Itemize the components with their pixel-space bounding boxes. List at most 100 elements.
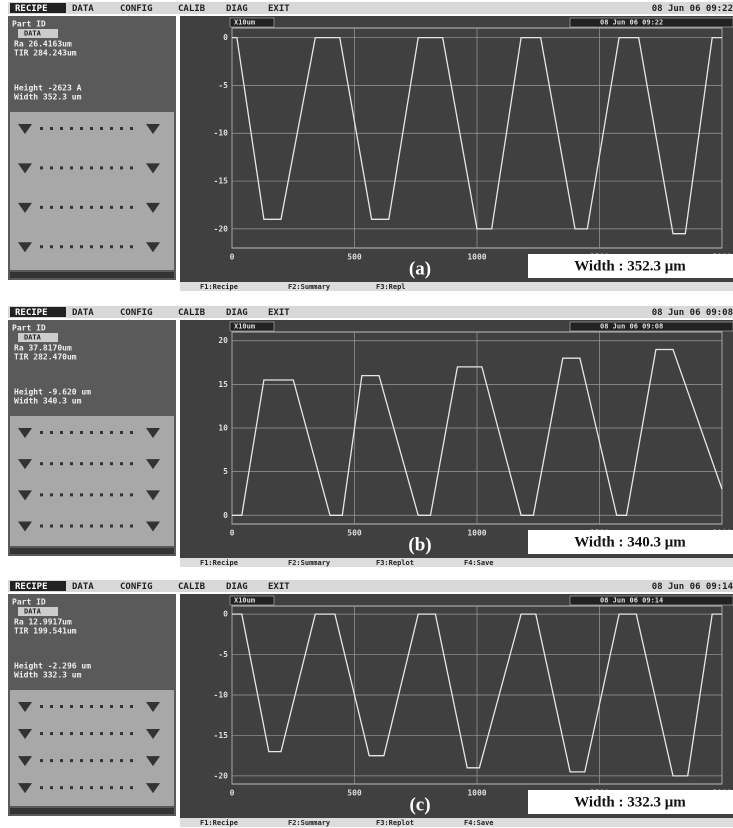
sample-dot <box>110 127 113 130</box>
chart-label: X10um <box>234 597 255 605</box>
function-bar <box>180 818 733 827</box>
sample-dot <box>100 431 103 434</box>
sample-dot <box>60 206 63 209</box>
sample-dot <box>40 127 43 130</box>
sample-dot <box>120 431 123 434</box>
sample-dot <box>50 732 53 735</box>
sample-dot <box>70 705 73 708</box>
y-tick-label: 20 <box>218 336 228 345</box>
sample-dot <box>130 127 133 130</box>
timestamp: 08 Jun 06 09:08 <box>652 308 733 318</box>
sample-dot <box>40 206 43 209</box>
sample-dot <box>70 525 73 528</box>
sample-dot <box>80 493 83 496</box>
reading: Width 340.3 um <box>14 396 82 406</box>
sample-dot <box>90 127 93 130</box>
menu-item: EXIT <box>268 4 290 14</box>
menu-item: CALIB <box>178 582 206 592</box>
sample-dot <box>70 206 73 209</box>
x-tick-label: 1000 <box>467 529 486 538</box>
function-key: F1:Recipe <box>200 559 238 567</box>
sample-dot <box>110 759 113 762</box>
sample-dot <box>90 206 93 209</box>
sample-dot <box>50 462 53 465</box>
sample-dot <box>60 759 63 762</box>
menu-item: CONFIG <box>120 4 153 14</box>
sample-dot <box>50 245 53 248</box>
sample-dot <box>50 759 53 762</box>
width-text: Width : 340.3 μm <box>574 534 686 550</box>
menu-item: RECIPE <box>15 582 48 592</box>
sample-dot <box>100 759 103 762</box>
x-tick-label: 0 <box>230 253 235 262</box>
menu-item: DATA <box>72 582 94 592</box>
y-tick-label: -10 <box>214 129 229 138</box>
menu-item: DIAG <box>226 308 248 318</box>
sample-dot <box>60 786 63 789</box>
timestamp: 08 Jun 06 09:22 <box>652 4 733 14</box>
sample-dot <box>110 493 113 496</box>
chart-timestamp: 08 Jun 06 09:08 <box>600 323 663 331</box>
sample-dot <box>40 759 43 762</box>
sample-dot <box>100 127 103 130</box>
x-tick-label: 0 <box>230 789 235 798</box>
sample-dot <box>130 493 133 496</box>
sample-dot <box>100 732 103 735</box>
sample-dot <box>110 525 113 528</box>
sample-dot <box>100 245 103 248</box>
sample-dot <box>110 431 113 434</box>
sample-dot <box>130 732 133 735</box>
sample-dot <box>110 462 113 465</box>
menu-item: DIAG <box>226 582 248 592</box>
function-bar <box>180 282 733 291</box>
menu-item: RECIPE <box>15 308 48 318</box>
sample-dot <box>110 732 113 735</box>
sample-dot <box>90 245 93 248</box>
sample-dot <box>80 786 83 789</box>
data-button-label: DATA <box>24 334 42 342</box>
data-button-label: DATA <box>24 30 42 38</box>
y-tick-label: 0 <box>223 33 228 42</box>
y-tick-label: 0 <box>223 610 228 619</box>
sample-dot <box>90 462 93 465</box>
y-tick-label: 0 <box>223 511 228 520</box>
sample-dot <box>110 166 113 169</box>
sample-dot <box>90 493 93 496</box>
menu-item: EXIT <box>268 308 290 318</box>
menu-item: EXIT <box>268 582 290 592</box>
sample-dot <box>80 462 83 465</box>
sample-dot <box>100 493 103 496</box>
function-key: F2:Summary <box>288 283 331 291</box>
sample-dot <box>40 462 43 465</box>
function-key: F4:Save <box>464 559 494 567</box>
sample-dot <box>50 166 53 169</box>
x-tick-label: 1000 <box>467 253 486 262</box>
reading: Ra 12.9917um <box>14 618 72 627</box>
sample-dot <box>80 127 83 130</box>
y-tick-label: -15 <box>214 177 229 186</box>
sample-dot <box>80 431 83 434</box>
caption: (b) <box>408 534 431 555</box>
sample-dot <box>50 786 53 789</box>
figure: RECIPE DATA CONFIG CALIB DIAG EXIT 08 Jun 06 0… <box>0 0 733 828</box>
menu-item: RECIPE <box>15 4 48 14</box>
sample-dot <box>80 206 83 209</box>
sample-dot <box>120 493 123 496</box>
sample-dot <box>120 786 123 789</box>
sample-dot <box>130 462 133 465</box>
sample-dot <box>60 705 63 708</box>
menu-item: DIAG <box>226 4 248 14</box>
y-tick-label: -20 <box>214 771 229 780</box>
menu-item: DATA <box>72 308 94 318</box>
sample-dot <box>60 732 63 735</box>
menu-bar <box>8 2 733 14</box>
x-tick-label: 1000 <box>467 789 486 798</box>
sample-dot <box>70 786 73 789</box>
caption: (a) <box>409 258 431 279</box>
sample-dot <box>90 166 93 169</box>
sample-dot <box>90 431 93 434</box>
sample-dot <box>90 525 93 528</box>
menu-item: DATA <box>72 4 94 14</box>
sample-dot <box>110 245 113 248</box>
sample-dot <box>130 525 133 528</box>
